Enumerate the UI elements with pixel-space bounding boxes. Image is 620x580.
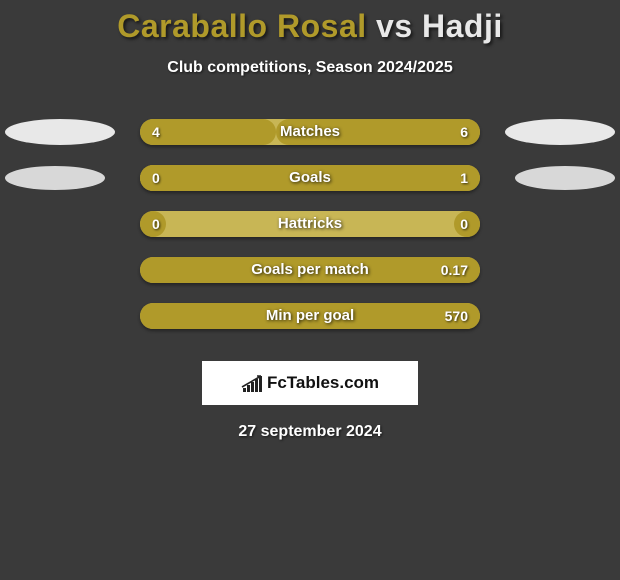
page-title: Caraballo Rosal vs Hadji	[0, 0, 620, 45]
watermark-text: FcTables.com	[267, 373, 379, 393]
arrow-up-icon	[241, 374, 265, 388]
vs-text: vs	[367, 8, 422, 44]
footer-date: 27 september 2024	[0, 423, 620, 441]
stat-row: 00Hattricks	[0, 211, 620, 257]
bar-chart-icon	[241, 374, 263, 392]
stat-row: 01Goals	[0, 165, 620, 211]
stat-label: Min per goal	[0, 303, 620, 329]
watermark: FcTables.com	[202, 361, 418, 405]
stat-row: 570Min per goal	[0, 303, 620, 349]
stat-label: Goals per match	[0, 257, 620, 283]
stat-row: 0.17Goals per match	[0, 257, 620, 303]
player2-name: Hadji	[422, 8, 503, 44]
stat-label: Goals	[0, 165, 620, 191]
stat-row: 46Matches	[0, 119, 620, 165]
stat-label: Matches	[0, 119, 620, 145]
stat-label: Hattricks	[0, 211, 620, 237]
comparison-infographic: Caraballo Rosal vs Hadji Club competitio…	[0, 0, 620, 580]
player1-name: Caraballo Rosal	[117, 8, 366, 44]
subtitle: Club competitions, Season 2024/2025	[0, 59, 620, 77]
stat-bars: 46Matches01Goals00Hattricks0.17Goals per…	[0, 119, 620, 349]
